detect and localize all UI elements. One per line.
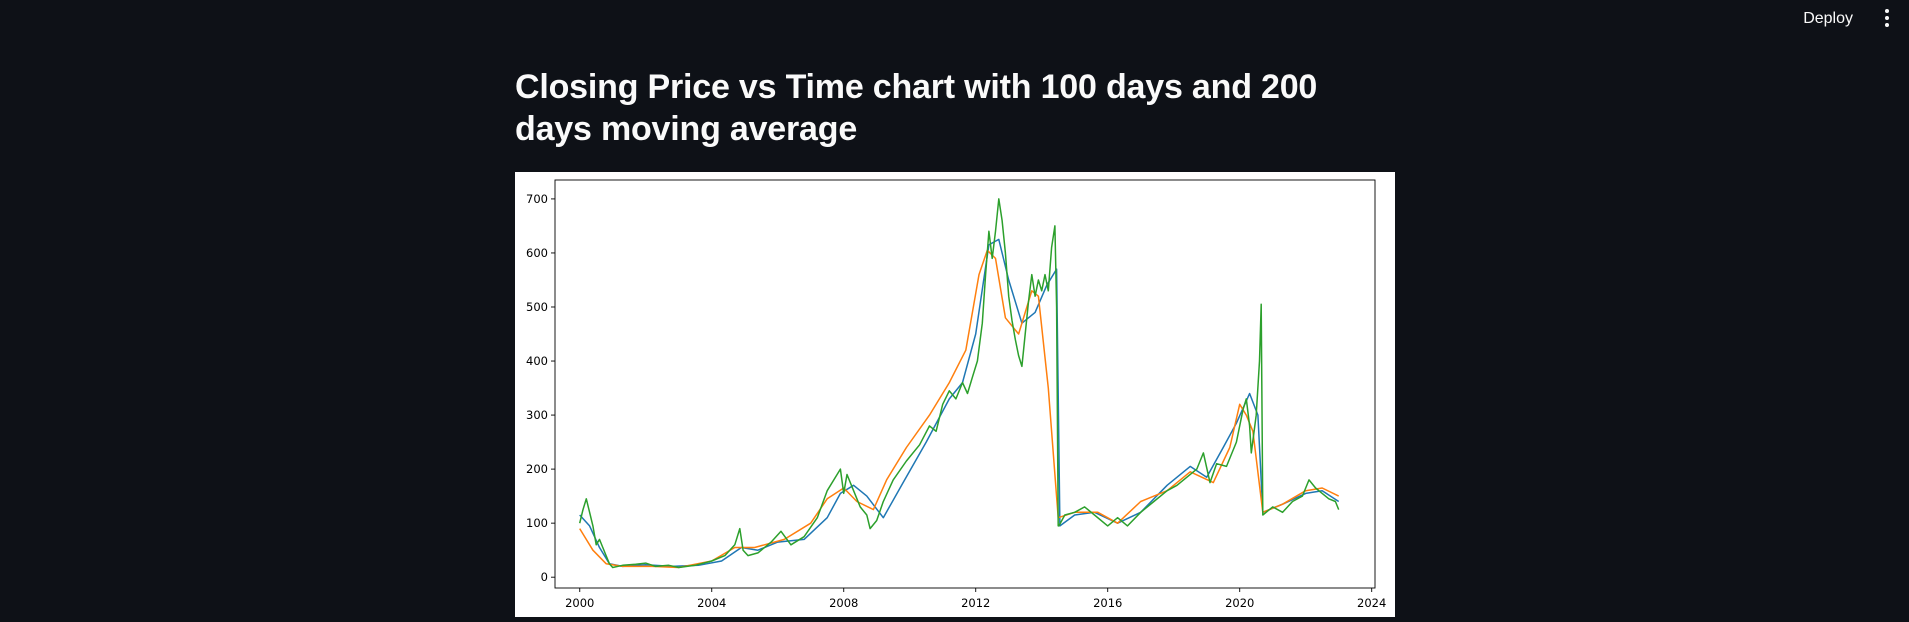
- y-tick-label: 200: [526, 462, 548, 476]
- x-tick-label: 2024: [1357, 596, 1386, 610]
- x-tick-label: 2004: [697, 596, 726, 610]
- plot-frame: [554, 179, 1376, 589]
- menu-dot: [1885, 9, 1889, 13]
- more-vertical-icon[interactable]: [1879, 6, 1895, 30]
- x-tick-label: 2016: [1093, 596, 1122, 610]
- series-line-1: [579, 249, 1340, 569]
- y-tick-label: 0: [541, 570, 548, 584]
- series-line-2: [578, 198, 1340, 569]
- y-tick-label: 300: [526, 408, 548, 422]
- y-tick-label: 500: [526, 300, 548, 314]
- page-title: Closing Price vs Time chart with 100 day…: [515, 68, 1318, 148]
- series-line-0: [579, 238, 1340, 568]
- y-tick-label: 400: [526, 354, 548, 368]
- line-chart: 2000 2004 2008 2012 2016 2020 2024 0 100 200 300 40…: [526, 179, 1386, 610]
- menu-dot: [1885, 23, 1889, 27]
- menu-dot: [1885, 16, 1889, 20]
- y-tick-label: 700: [526, 192, 548, 206]
- deploy-button[interactable]: Deploy: [1797, 6, 1859, 32]
- app-header: Deploy: [0, 0, 1909, 36]
- y-tick-label: 100: [526, 516, 548, 530]
- x-tick-label: 2020: [1225, 596, 1254, 610]
- x-tick-label: 2012: [961, 596, 990, 610]
- x-tick-label: 2000: [565, 596, 594, 610]
- y-tick-label: 600: [526, 246, 548, 260]
- chart-figure: 2000 2004 2008 2012 2016 2020 2024 0 100 200 300 40…: [515, 172, 1395, 617]
- x-tick-label: 2008: [829, 596, 858, 610]
